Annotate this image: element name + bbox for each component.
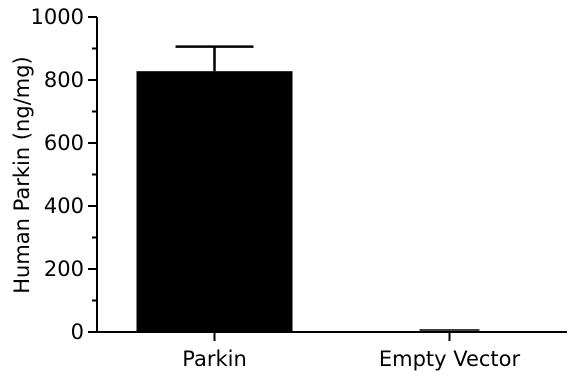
y-tick-label: 600 (44, 131, 84, 155)
y-tick-label: 400 (44, 194, 84, 218)
bar-parkin (136, 71, 293, 333)
y-tick-label: 800 (44, 68, 84, 92)
x-category-label: Parkin (182, 347, 247, 371)
y-axis-title: Human Parkin (ng/mg) (10, 56, 34, 294)
x-category-label: Empty Vector (379, 347, 521, 371)
y-tick-label: 0 (71, 320, 84, 344)
bar-empty-vector (371, 331, 528, 332)
y-tick-label: 1000 (31, 5, 84, 29)
bars (136, 45, 528, 333)
labels: 0 200 400 600 800 1000 Parkin Empty Vector (31, 5, 521, 371)
y-tick-label: 200 (44, 257, 84, 281)
